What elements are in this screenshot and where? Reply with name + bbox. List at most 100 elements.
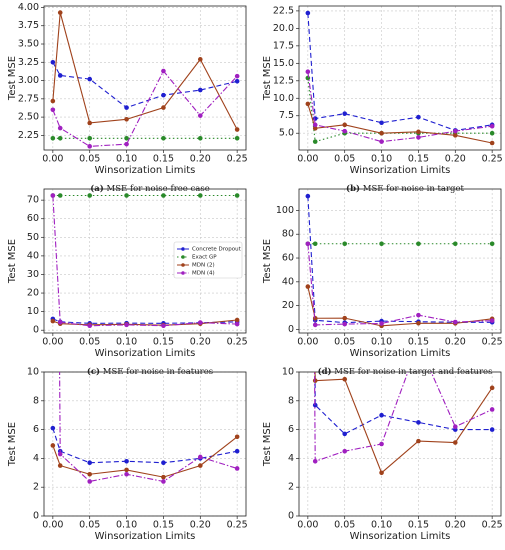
point — [57, 73, 63, 78]
plot-area — [50, 10, 240, 149]
y-axis-label: Test MSE — [7, 422, 18, 467]
point — [342, 111, 348, 116]
y-tick-label: 20 — [27, 288, 39, 299]
point — [57, 136, 63, 141]
point — [87, 323, 93, 329]
x-axis-label: Winsorization Limits — [350, 348, 451, 359]
caption: (b) MSE for noise in target — [346, 183, 464, 194]
point — [197, 113, 203, 118]
point — [452, 133, 458, 138]
point — [161, 136, 166, 141]
point — [379, 120, 384, 126]
x-axis-label: Winsorization Limits — [95, 348, 196, 359]
point — [342, 448, 348, 454]
legend-marker — [181, 247, 185, 251]
panel: 0 2 4 6 8 10 0.00 0.05 0.10 0.15 0.20 0.25 Test MSE W… — [7, 367, 268, 550]
legend-marker — [181, 271, 185, 275]
legend-label: MDN (2) — [192, 263, 215, 269]
point — [489, 407, 495, 412]
x-tick-label: 0.00 — [42, 337, 63, 348]
point — [305, 193, 311, 199]
x-tick-label: 0.05 — [79, 520, 100, 531]
point — [379, 130, 384, 136]
point — [342, 376, 348, 382]
point — [312, 458, 318, 464]
y-tick-label: 100 — [276, 205, 294, 216]
y-tick-label: 30 — [27, 269, 39, 280]
point — [452, 128, 458, 134]
point — [379, 241, 384, 247]
x-tick-label: 0.15 — [408, 154, 429, 165]
y-tick-label: 10 — [282, 367, 294, 378]
y-tick-label: 4 — [288, 453, 294, 464]
x-tick-label: 0.00 — [42, 154, 63, 165]
point — [87, 479, 93, 484]
caption: (c) MSE for noise in features — [87, 366, 213, 377]
x-tick-label: 0.10 — [116, 520, 137, 531]
y-tick-label: 20.0 — [273, 23, 294, 34]
x-tick-label: 0.25 — [227, 520, 248, 531]
y-tick-label: 0 — [33, 511, 39, 522]
y-axis-label: Test MSE — [7, 239, 18, 284]
y-tick-label: 5.0 — [279, 128, 294, 139]
point — [124, 193, 129, 198]
series-line — [307, 71, 493, 143]
y-tick-label: 15.0 — [273, 58, 294, 69]
x-tick-label: 0.20 — [445, 154, 466, 165]
point — [305, 69, 311, 75]
series-line — [59, 372, 238, 483]
caption-text: MSE for noise in target and features — [334, 367, 492, 377]
x-tick-label: 0.15 — [153, 337, 174, 348]
caption-label: (b) — [346, 183, 360, 194]
point — [87, 471, 93, 477]
y-tick-label: 80 — [282, 229, 294, 240]
point — [416, 438, 421, 444]
point — [57, 451, 63, 457]
y-tick-label: 22.5 — [273, 5, 294, 16]
plot-frame — [298, 5, 502, 151]
series-line — [307, 196, 493, 324]
point — [57, 463, 63, 468]
x-tick-label: 0.10 — [116, 337, 137, 348]
legend: Concrete Dropout Exact GP MDN (2) MDN (4) — [173, 241, 243, 279]
point — [87, 460, 93, 466]
point — [87, 136, 93, 141]
legend-marker — [181, 263, 185, 267]
x-tick-label: 0.25 — [482, 337, 503, 348]
point — [489, 241, 495, 247]
x-tick-label: 0.20 — [445, 520, 466, 531]
x-tick-label: 0.15 — [153, 154, 174, 165]
y-tick-label: 0 — [33, 325, 39, 336]
y-tick-label: 40 — [27, 250, 39, 261]
y-tick-label: 2.75 — [18, 93, 39, 104]
panel: 0 20 40 60 80 100 0.00 0.05 0.10 0.15 0.20 0.25 Test… — [262, 188, 503, 377]
point — [416, 135, 421, 140]
point — [452, 424, 458, 430]
plot-area — [305, 193, 495, 329]
point — [197, 320, 203, 325]
point — [489, 385, 495, 391]
series-line — [307, 243, 493, 326]
point — [234, 136, 240, 141]
point — [161, 479, 166, 484]
series-line — [52, 70, 238, 147]
y-tick-label: 4.00 — [18, 2, 39, 13]
x-tick-label: 0.05 — [79, 337, 100, 348]
x-tick-label: 0.05 — [334, 520, 355, 531]
point — [489, 123, 495, 129]
y-tick-label: 2.50 — [18, 112, 39, 123]
x-axis-label: Winsorization Limits — [95, 165, 196, 176]
y-tick-label: 40 — [282, 276, 294, 287]
y-tick-label: 2 — [288, 482, 294, 493]
caption-text: MSE for noise in features — [103, 367, 213, 377]
point — [489, 427, 495, 432]
y-tick-label: 2 — [33, 482, 39, 493]
x-tick-label: 0.05 — [334, 337, 355, 348]
point — [234, 78, 240, 84]
y-tick-label: 0 — [288, 324, 294, 335]
x-tick-label: 0.25 — [227, 154, 248, 165]
series-line — [307, 12, 493, 131]
series-line — [314, 372, 493, 474]
point — [489, 318, 495, 323]
point — [342, 431, 348, 437]
